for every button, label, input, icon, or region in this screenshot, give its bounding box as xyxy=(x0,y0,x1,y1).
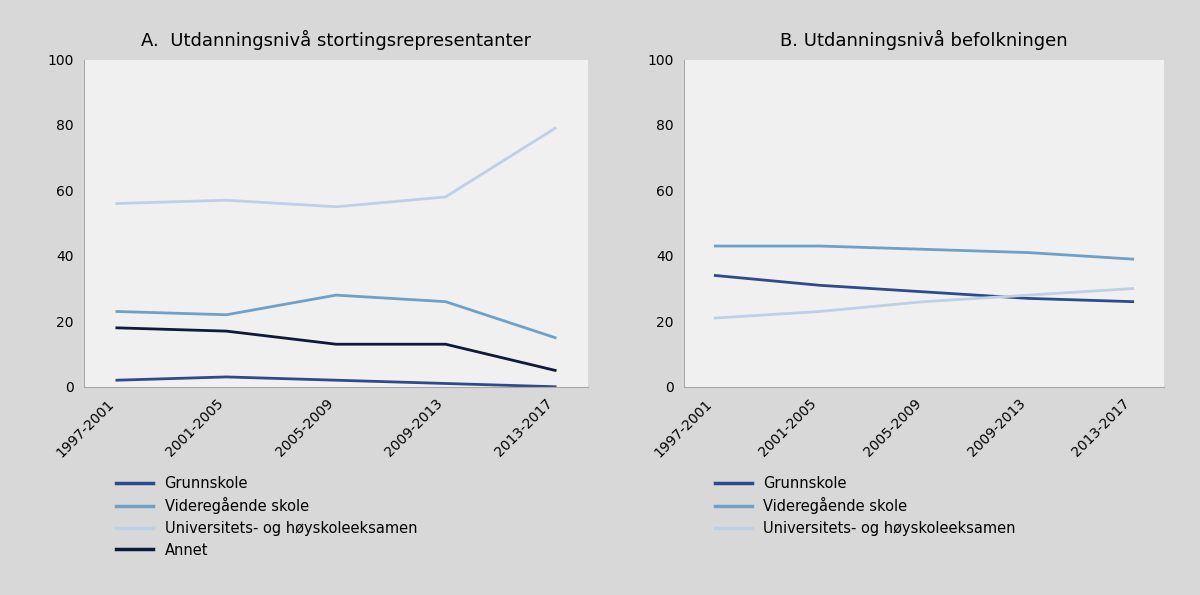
Title: A.  Utdanningsnivå stortingsrepresentanter: A. Utdanningsnivå stortingsrepresentante… xyxy=(140,30,532,49)
Title: B. Utdanningsnivå befolkningen: B. Utdanningsnivå befolkningen xyxy=(780,30,1068,49)
Legend: Grunnskole, Videregående skole, Universitets- og høyskoleeksamen, Annet: Grunnskole, Videregående skole, Universi… xyxy=(116,476,418,558)
Legend: Grunnskole, Videregående skole, Universitets- og høyskoleeksamen: Grunnskole, Videregående skole, Universi… xyxy=(715,476,1016,536)
